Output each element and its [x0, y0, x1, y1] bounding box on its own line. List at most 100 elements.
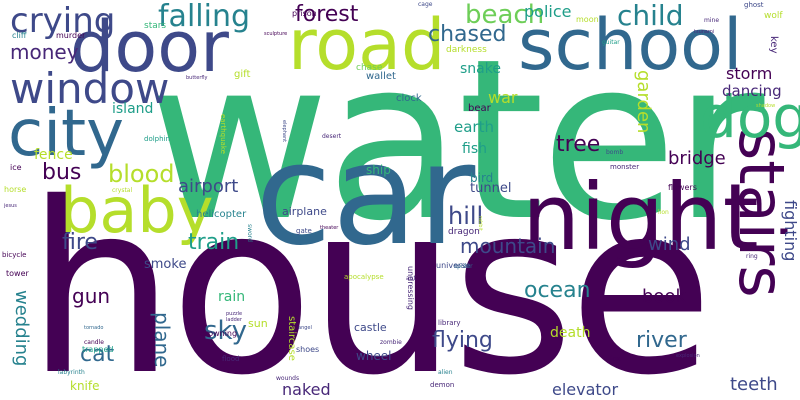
cloud-word: dolphin — [144, 135, 170, 143]
cloud-word: war — [488, 88, 518, 107]
cloud-word: forest — [295, 2, 359, 27]
cloud-word: gate — [296, 227, 312, 235]
cloud-word: tower — [6, 269, 29, 278]
cloud-word: darkness — [446, 45, 487, 55]
cloud-word: smoke — [144, 257, 187, 272]
cloud-word: blood — [108, 160, 175, 188]
cloud-word: helicopter — [196, 209, 247, 220]
cloud-word: puzzle — [226, 311, 243, 317]
cloud-word: airplane — [282, 205, 327, 218]
cloud-word: drowning — [200, 329, 238, 338]
cloud-word: demon — [430, 381, 455, 389]
cloud-word: desert — [322, 133, 342, 140]
cloud-word: chase — [356, 63, 383, 73]
cloud-word: bird — [470, 171, 494, 185]
cloud-word: island — [112, 101, 154, 117]
cloud-word: earth — [454, 118, 494, 136]
cloud-word: gun — [72, 284, 111, 308]
cloud-word: hill — [448, 202, 484, 230]
cloud-word: city — [8, 97, 124, 171]
cloud-word: ice — [10, 163, 22, 172]
cloud-word: horse — [4, 185, 27, 194]
cloud-word: prison — [292, 9, 317, 18]
cloud-word: undressing — [406, 266, 415, 310]
cloud-word: death — [550, 325, 591, 341]
cloud-word: library — [438, 319, 461, 327]
cloud-word: sculpture — [264, 31, 288, 37]
cloud-word: tsunami — [694, 29, 715, 35]
cloud-word: ladder — [226, 317, 242, 323]
cloud-word: wheel — [356, 349, 392, 363]
cloud-word: airport — [178, 176, 239, 197]
cloud-word: earthquake — [219, 114, 227, 154]
cloud-word: chased — [428, 22, 507, 47]
cloud-word: shadow — [756, 103, 776, 109]
cloud-word: gift — [234, 69, 251, 80]
cloud-word: money — [10, 40, 79, 64]
cloud-word: rain — [218, 289, 246, 305]
cloud-word: theater — [320, 225, 339, 231]
cloud-word: clock — [396, 93, 422, 104]
cloud-word: moon — [576, 15, 599, 24]
cloud-word: bomb — [606, 149, 624, 156]
cloud-word: shoes — [296, 345, 320, 354]
cloud-word: ship — [366, 163, 391, 177]
cloud-word: road — [288, 4, 446, 86]
cloud-word: book — [642, 286, 686, 307]
cloud-word: sun — [248, 317, 268, 330]
cloud-word: wounds — [276, 375, 300, 382]
cloud-word: universe — [436, 261, 471, 270]
cloud-word: bridge — [668, 148, 726, 169]
cloud-word: elephant — [281, 120, 287, 143]
cloud-word: dragon — [448, 227, 480, 237]
cloud-word: apocalypse — [344, 273, 384, 281]
cloud-word: wedding — [11, 290, 32, 367]
cloud-word: fire — [62, 230, 98, 255]
cloud-word: zombie — [380, 339, 402, 346]
cloud-word: guitar — [602, 39, 620, 46]
cloud-word: elevator — [552, 380, 619, 399]
cloud-word: bear — [468, 103, 491, 114]
cloud-word: bicycle — [2, 251, 27, 259]
cloud-word: castle — [354, 321, 387, 334]
cloud-word: flying — [432, 328, 493, 353]
cloud-word: ant — [406, 275, 416, 282]
cloud-word: naked — [282, 380, 331, 399]
cloud-word: flowers — [668, 183, 697, 192]
cloud-word: train — [188, 230, 240, 255]
cloud-word: dog — [700, 83, 800, 151]
cloud-word: key — [768, 36, 779, 54]
cloud-word: labyrinth — [58, 369, 85, 376]
cloud-word: alien — [438, 369, 453, 376]
cloud-word: tree — [556, 132, 601, 157]
cloud-word: rabbit — [477, 216, 483, 231]
cloud-word: ocean — [524, 278, 591, 303]
cloud-word: trapped — [82, 345, 114, 354]
cloud-word: cliff — [12, 31, 27, 40]
cloud-word: flood — [222, 355, 240, 363]
cloud-word: sword — [246, 224, 253, 242]
cloud-word: crystal — [112, 187, 133, 194]
cloud-word: crying — [10, 1, 116, 41]
cloud-word: staircase — [286, 316, 297, 361]
cloud-word: ghost — [744, 1, 764, 9]
cloud-word: cage — [418, 1, 433, 8]
cloud-word: dancing — [722, 82, 782, 100]
cloud-word: cat — [80, 342, 115, 367]
cloud-word: ring — [746, 253, 758, 260]
cloud-word: fighting — [781, 200, 800, 262]
cloud-word: jesus — [4, 203, 17, 209]
cloud-word: tornado — [84, 325, 104, 331]
cloud-word: mountain — [460, 234, 556, 258]
cloud-word: wind — [648, 234, 691, 255]
cloud-word: car — [255, 114, 476, 277]
cloud-word: house — [26, 152, 714, 400]
cloud-word: door — [70, 6, 229, 88]
cloud-word: mine — [704, 17, 720, 24]
cloud-word: murder — [56, 31, 86, 40]
cloud-word: baby — [60, 174, 214, 247]
cloud-word: tunnel — [470, 181, 512, 196]
cloud-word: child — [617, 0, 684, 32]
cloud-word: spider — [454, 263, 473, 270]
